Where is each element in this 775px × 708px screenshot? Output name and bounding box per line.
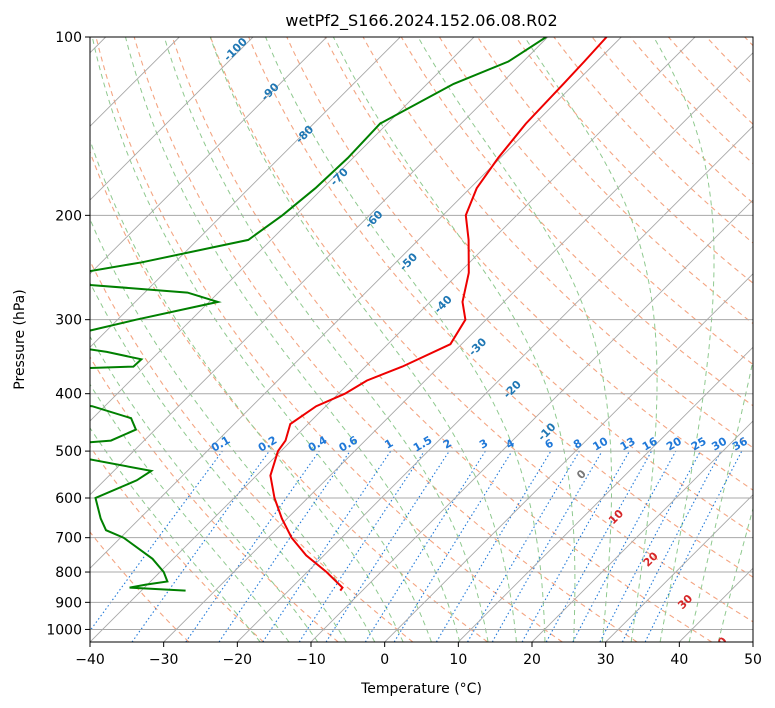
moist-adiabat-line	[90, 335, 319, 642]
isotherm-line	[90, 37, 549, 496]
x-axis-label: Temperature (°C)	[360, 681, 482, 697]
mixing-ratio-line	[572, 450, 677, 642]
moist-adiabat-line	[417, 37, 612, 642]
y-tick-label: 500	[55, 444, 82, 460]
mixing-ratio-line	[644, 450, 743, 642]
temperature-profile-line	[269, 37, 608, 592]
y-tick-label: 100	[55, 30, 82, 46]
dry-adiabat-line	[90, 531, 190, 642]
moist-adiabat-line	[90, 217, 376, 642]
moist-adiabat-line	[653, 37, 715, 642]
mixing-ratio-lines	[90, 450, 743, 642]
mixing-ratio-line	[393, 450, 513, 642]
dry-adiabat-line	[209, 37, 753, 623]
moist-adiabat-line	[90, 138, 404, 642]
isotherm-line	[90, 37, 401, 348]
x-tick-label: 40	[670, 652, 688, 668]
mixing-ratio-line	[325, 450, 450, 642]
dry-adiabat-line	[515, 37, 753, 284]
x-tick-label: 20	[523, 652, 541, 668]
y-tick-label: 1000	[46, 622, 82, 638]
isotherm-line	[384, 273, 753, 642]
plot-frame	[89, 36, 754, 643]
y-tick-label: 600	[55, 491, 82, 507]
dry-adiabat-line	[90, 150, 488, 642]
isotherm-line	[236, 125, 753, 642]
isobars	[90, 37, 753, 630]
mixing-ratio-line	[90, 450, 223, 632]
dry-adiabat-line	[171, 37, 712, 642]
x-tick-label: 30	[597, 652, 615, 668]
isotherm-line	[90, 37, 254, 201]
moist-adiabat-line	[332, 37, 576, 642]
isotherm-line	[90, 37, 328, 275]
y-axis-label: Pressure (hPa)	[12, 289, 28, 389]
x-tick-label: −20	[223, 652, 253, 668]
moist-adiabat-line	[524, 37, 658, 642]
dry-adiabat-line	[248, 37, 753, 578]
dry-adiabat-line	[95, 37, 563, 642]
chart-title: wetPf2_S166.2024.152.06.08.R02	[285, 11, 557, 31]
isotherm-line	[90, 37, 696, 642]
isotherm-line	[457, 346, 753, 642]
x-tick-label: −40	[75, 652, 105, 668]
x-tick-label: 50	[744, 652, 762, 668]
dry-adiabat-line	[438, 37, 753, 366]
y-tick-label: 800	[55, 565, 82, 581]
x-axis: −40 −30 −20 −10 0 10 20 30 40 50	[75, 642, 762, 668]
mixing-ratio-line	[185, 450, 320, 642]
mixing-ratio-line	[545, 450, 653, 642]
moist-adiabat-line	[163, 37, 489, 642]
y-axis: 100 200 300 400 500 600 700 800 900 1000	[46, 30, 90, 638]
isotherm-line	[163, 52, 753, 642]
adiabat-label: 40	[710, 634, 730, 654]
mixing-ratio-line	[131, 450, 270, 642]
y-tick-label: 900	[55, 595, 82, 611]
mixing-ratio-line	[218, 450, 351, 642]
mixing-ratio-line	[298, 450, 425, 642]
y-tick-label: 200	[55, 208, 82, 224]
moist-adiabats	[90, 37, 753, 642]
moist-adiabat-line	[91, 37, 432, 642]
dry-adiabats	[90, 37, 753, 642]
moist-adiabat-line	[209, 37, 517, 642]
isotherm-line	[605, 494, 753, 642]
moist-adiabat-line	[90, 427, 261, 642]
isotherm-line	[310, 199, 753, 642]
mixing-ratio-line	[521, 450, 630, 642]
moist-adiabat-line	[90, 383, 290, 642]
y-tick-label: 700	[55, 531, 82, 547]
isotherms	[90, 37, 753, 642]
mixing-ratio-line	[262, 450, 392, 642]
x-tick-label: 0	[380, 652, 389, 668]
profile-series	[90, 37, 608, 592]
dewpoint-profile-line	[90, 37, 547, 592]
moist-adiabat-line	[125, 37, 461, 642]
isotherm-line	[531, 420, 753, 642]
y-tick-label: 300	[55, 313, 82, 329]
moist-adiabat-line	[265, 37, 546, 642]
x-tick-label: −30	[149, 652, 179, 668]
dry-adiabat-line	[400, 37, 753, 407]
x-tick-label: −10	[296, 652, 326, 668]
x-tick-label: 10	[449, 652, 467, 668]
dry-adiabat-line	[90, 356, 339, 642]
isotherm-line	[90, 37, 475, 422]
y-tick-label: 400	[55, 387, 82, 403]
isotherm-line	[90, 37, 622, 569]
